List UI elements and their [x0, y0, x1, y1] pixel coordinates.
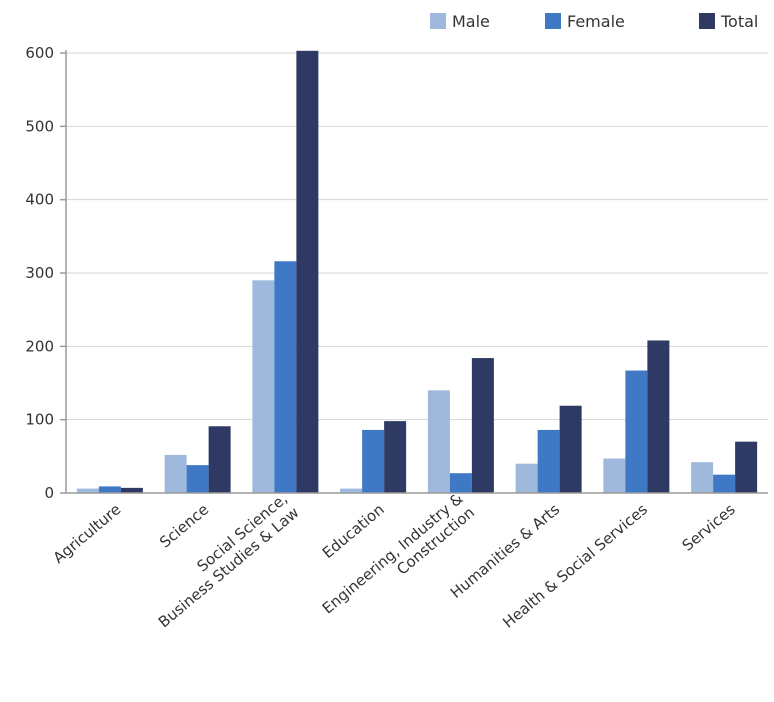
bar-female: [713, 474, 736, 493]
bar-female: [98, 486, 121, 493]
y-tick-label: 200: [25, 337, 54, 355]
bar-female: [362, 429, 385, 493]
bar-total: [559, 405, 582, 493]
bar-male: [691, 462, 714, 493]
y-tick-label: 600: [25, 44, 54, 62]
bar-total: [208, 426, 231, 493]
y-tick-label: 500: [25, 117, 54, 135]
bar-total: [120, 487, 143, 493]
x-tick-label-line: Services: [679, 500, 739, 555]
bar-male: [164, 454, 187, 493]
x-tick-label-line: Engineering, Industry &: [319, 489, 467, 617]
bar-female: [625, 370, 648, 493]
x-tick-label: Science: [156, 500, 212, 551]
x-tick-label-line: Science: [156, 500, 212, 551]
bar-male: [603, 458, 626, 493]
y-tick-label: 300: [25, 264, 54, 282]
bar-male: [252, 280, 275, 493]
bar-total: [296, 50, 319, 494]
bar-male: [340, 488, 363, 493]
bars: [76, 50, 758, 494]
x-tick-label-line: Health & Social Services: [499, 500, 651, 632]
bar-total: [384, 421, 407, 493]
legend-swatch-total: [699, 13, 715, 29]
bar-total: [471, 358, 494, 493]
x-tick-label: Social Science,Business Studies & Law: [143, 490, 302, 632]
legend-label-total: Total: [720, 12, 758, 31]
legend: Male Female Total: [430, 12, 758, 31]
x-tick-label: Engineering, Industry &Construction: [319, 489, 478, 631]
y-tick-label: 0: [44, 484, 54, 502]
x-tick-label: Education: [319, 500, 388, 562]
x-tick-label: Agriculture: [50, 500, 125, 567]
bar-male: [427, 390, 450, 493]
x-tick-label-line: Agriculture: [50, 500, 125, 567]
legend-label-male: Male: [452, 12, 490, 31]
y-tick-label: 400: [25, 191, 54, 209]
x-tick-label: Health & Social Services: [499, 500, 651, 632]
bar-male: [515, 463, 538, 493]
bar-total: [647, 340, 670, 493]
legend-swatch-female: [545, 13, 561, 29]
x-tick-label: Services: [679, 500, 739, 555]
legend-swatch-male: [430, 13, 446, 29]
bar-total: [735, 441, 758, 493]
bar-male: [76, 488, 99, 493]
bar-female: [186, 465, 209, 493]
legend-label-female: Female: [567, 12, 625, 31]
bar-female: [537, 429, 560, 493]
y-axis: 0 100 200 300 400 500 600: [25, 44, 67, 502]
bar-female: [274, 261, 297, 493]
y-tick-label: 100: [25, 411, 54, 429]
bar-female: [449, 473, 472, 493]
x-tick-label-line: Education: [319, 500, 388, 562]
